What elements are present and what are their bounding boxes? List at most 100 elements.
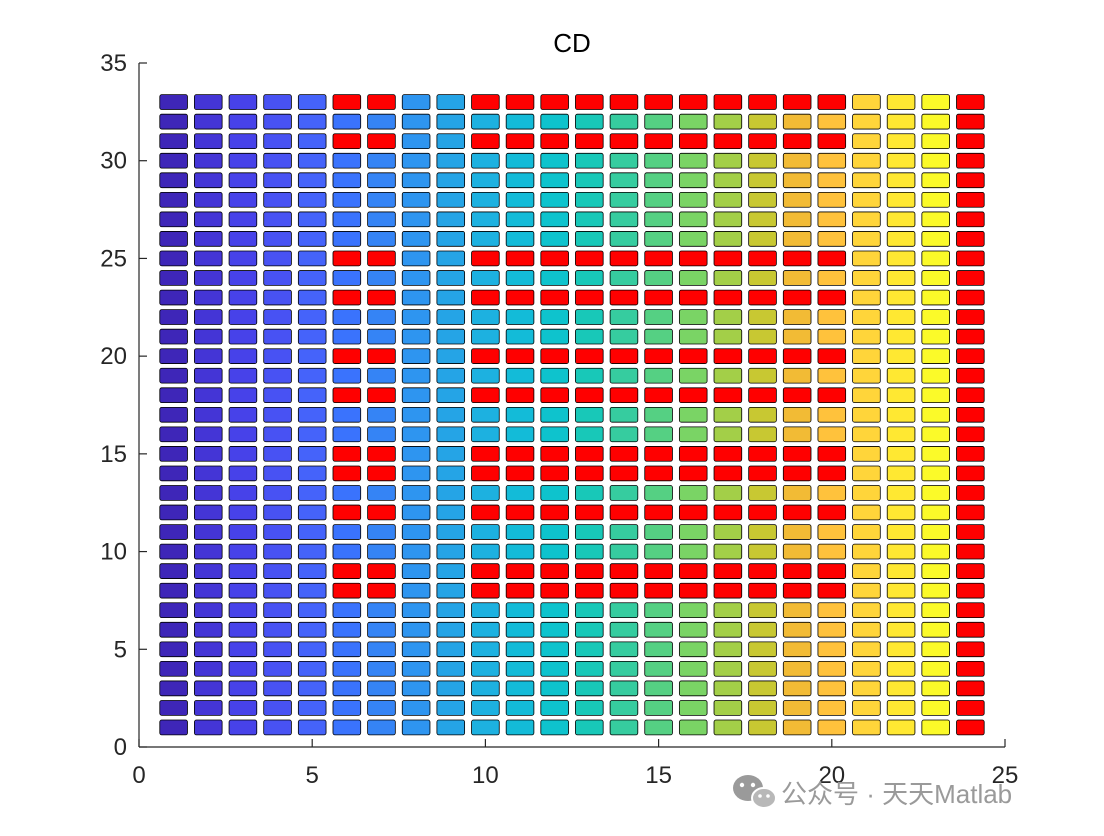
y-tick-label: 5	[114, 636, 127, 663]
heatmap-cell	[332, 270, 362, 286]
heatmap-cell	[505, 328, 535, 345]
heatmap-cell	[782, 211, 812, 228]
heatmap-cell	[194, 524, 223, 540]
heatmap-cell	[367, 133, 396, 150]
heatmap-cell	[194, 465, 223, 482]
heatmap-cell	[505, 113, 535, 130]
heatmap-cell	[644, 367, 673, 384]
heatmap-cell	[609, 680, 639, 697]
heatmap-cell	[505, 387, 535, 404]
heatmap-cell	[644, 543, 673, 560]
y-tick-label: 0	[114, 734, 127, 761]
heatmap-cell	[471, 231, 500, 247]
heatmap-cell	[609, 582, 639, 599]
heatmap-cell	[159, 680, 188, 697]
heatmap-cell	[609, 719, 639, 736]
heatmap-cell	[852, 661, 881, 677]
heatmap-cell	[609, 387, 639, 404]
heatmap-cell	[436, 602, 466, 619]
heatmap-cell	[575, 446, 604, 462]
heatmap-cell	[678, 446, 708, 462]
heatmap-cell	[817, 94, 847, 110]
heatmap-cell	[263, 504, 292, 521]
heatmap-cell	[817, 250, 847, 267]
heatmap-cell	[263, 367, 292, 384]
heatmap-cell	[159, 602, 188, 619]
heatmap-cell	[367, 191, 396, 208]
heatmap-cell	[471, 191, 500, 208]
heatmap-cell	[367, 348, 396, 364]
heatmap-cell	[852, 485, 881, 501]
heatmap-cell	[575, 485, 604, 501]
x-tick-labels: 0 5 10 15 20 25	[132, 762, 1018, 789]
heatmap-cell	[332, 524, 362, 540]
heatmap-cell	[332, 680, 362, 697]
heatmap-cell	[401, 172, 431, 189]
heatmap-cell	[609, 446, 639, 462]
heatmap-cell	[782, 719, 812, 736]
heatmap-cell	[817, 465, 847, 482]
heatmap-cell	[194, 504, 223, 521]
heatmap-cell	[332, 231, 362, 247]
heatmap-cell	[505, 367, 535, 384]
heatmap-cell	[436, 191, 466, 208]
heatmap-cell	[505, 641, 535, 658]
heatmap-cell	[817, 231, 847, 247]
heatmap-cell	[817, 524, 847, 540]
heatmap-cell	[540, 582, 569, 599]
heatmap-cell	[401, 582, 431, 599]
heatmap-cell	[713, 133, 743, 150]
heatmap-cell	[263, 563, 292, 579]
heatmap-cell	[609, 152, 639, 169]
heatmap-cell	[540, 270, 569, 286]
heatmap-cell	[886, 700, 916, 716]
heatmap-cell	[886, 641, 916, 658]
heatmap-cell	[748, 113, 777, 130]
heatmap-cell	[540, 700, 569, 716]
heatmap-cell	[956, 700, 985, 716]
heatmap-cell	[852, 309, 881, 325]
heatmap-cell	[956, 94, 985, 110]
heatmap-cell	[401, 524, 431, 540]
heatmap-cell	[644, 191, 673, 208]
heatmap-cell	[332, 309, 362, 325]
heatmap-cell	[817, 719, 847, 736]
heatmap-cell	[748, 94, 777, 110]
heatmap-cell	[159, 191, 188, 208]
heatmap-cell	[263, 250, 292, 267]
heatmap-cell	[852, 231, 881, 247]
heatmap-cell	[678, 719, 708, 736]
heatmap-cell	[713, 406, 743, 423]
heatmap-cell	[852, 191, 881, 208]
heatmap-cell	[609, 602, 639, 619]
heatmap-cell	[678, 387, 708, 404]
heatmap-cell	[471, 465, 500, 482]
heatmap-cell	[228, 680, 258, 697]
heatmap-cell	[401, 152, 431, 169]
heatmap-cell	[748, 367, 777, 384]
heatmap-cell	[852, 465, 881, 482]
heatmap-cell	[401, 719, 431, 736]
heatmap-cell	[401, 446, 431, 462]
heatmap-cell	[575, 563, 604, 579]
heatmap-cell	[505, 504, 535, 521]
heatmap-cell	[817, 563, 847, 579]
heatmap-cell	[263, 172, 292, 189]
heatmap-cell	[540, 621, 569, 638]
heatmap-cell	[748, 563, 777, 579]
heatmap-cell	[436, 172, 466, 189]
heatmap-cell	[367, 641, 396, 658]
heatmap-cell	[609, 113, 639, 130]
heatmap-cell	[886, 172, 916, 189]
heatmap-cell	[401, 133, 431, 150]
heatmap-cell	[436, 524, 466, 540]
heatmap-cell	[263, 113, 292, 130]
heatmap-cell	[263, 524, 292, 540]
heatmap-cell	[471, 113, 500, 130]
heatmap-cell	[609, 485, 639, 501]
heatmap-cell	[540, 719, 569, 736]
heatmap-cell	[263, 680, 292, 697]
heatmap-cell	[609, 191, 639, 208]
heatmap-cell	[505, 406, 535, 423]
